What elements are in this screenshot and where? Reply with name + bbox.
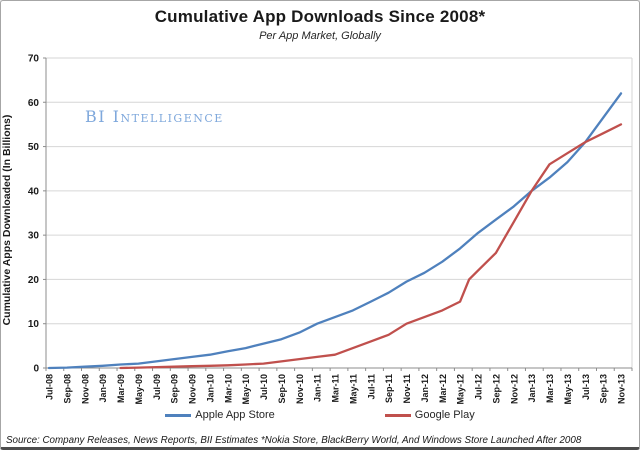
x-tick-label: Jul-13: [581, 374, 591, 400]
legend-label-apple: Apple App Store: [195, 409, 275, 421]
chart-title: Cumulative App Downloads Since 2008*: [154, 7, 486, 26]
x-tick-label: Sep-11: [384, 374, 394, 403]
source-note: Source: Company Releases, News Reports, …: [6, 435, 582, 446]
y-tick-label: 20: [28, 275, 40, 286]
y-tick-label: 40: [28, 186, 40, 197]
x-tick-label: Jan-11: [313, 374, 323, 402]
x-tick-label: Jan-13: [527, 374, 537, 403]
y-tick-label: 10: [28, 319, 40, 330]
legend-label-google: Google Play: [414, 409, 475, 421]
x-tick-label: Jul-11: [366, 374, 376, 400]
x-tick-label: Sep-10: [277, 374, 287, 404]
google-play-line: [119, 123, 623, 370]
y-tick-label: 50: [28, 142, 40, 153]
x-tick-label: Nov-13: [617, 374, 627, 404]
x-tick-label: Mar-10: [223, 374, 233, 403]
x-tick-label: Mar-12: [438, 374, 448, 403]
gridlines: [46, 57, 633, 368]
y-tick-label: 70: [28, 54, 40, 65]
chart-subtitle: Per App Market, Globally: [259, 30, 381, 42]
x-tick-label: Nov-08: [80, 374, 90, 404]
legend-item-apple: Apple App Store: [165, 409, 275, 421]
google-line-swatch: [384, 413, 411, 417]
x-tick-label: Mar-09: [116, 374, 126, 403]
x-tick-label: Mar-11: [331, 374, 341, 403]
x-tick-label: Jan-10: [205, 374, 215, 403]
x-tick-label: May-12: [456, 374, 466, 405]
bi-intelligence-watermark: BI Intelligence: [85, 107, 224, 126]
x-tick-label: Sep-09: [170, 374, 180, 404]
y-tick-label: 0: [33, 364, 39, 375]
x-tick-label: Nov-09: [188, 374, 198, 404]
x-tick-label: Jan-09: [98, 374, 108, 403]
x-tick-label: Nov-12: [509, 374, 519, 404]
x-tick-label: Sep-12: [491, 374, 501, 404]
legend: Apple App Store Google Play: [1, 409, 639, 421]
x-tick-label: Sep-13: [599, 374, 609, 404]
y-tick-label: 60: [28, 98, 40, 109]
x-tick-label: May-09: [134, 374, 144, 405]
x-tick-label: Jan-12: [420, 374, 430, 403]
apple-app-store-line: [47, 92, 623, 370]
x-tick-label: May-13: [563, 374, 573, 405]
x-tick-label: Nov-10: [295, 374, 305, 404]
x-tick-labels: Jul-08 Sep-08 Nov-08 Jan-09 Mar-09 May-09 Jul-…: [45, 374, 627, 405]
apple-line-swatch: [165, 413, 192, 417]
x-tick-label: Jul-09: [152, 374, 162, 400]
x-tick-label: Mar-13: [545, 374, 555, 403]
y-tick-labels: 0 10 20 30 40 50 60 70: [28, 54, 40, 375]
x-tick-label: May-10: [241, 374, 251, 405]
x-tick-label: Nov-11: [402, 374, 412, 404]
y-tick-label: 30: [28, 231, 40, 242]
x-tick-label: Jul-08: [45, 374, 55, 400]
x-tick-label: Jul-12: [474, 374, 484, 400]
x-tick-label: Jul-10: [259, 374, 269, 400]
x-tick-label: Sep-08: [62, 374, 72, 404]
legend-item-google: Google Play: [384, 409, 475, 421]
x-tick-label: May-11: [348, 374, 358, 404]
